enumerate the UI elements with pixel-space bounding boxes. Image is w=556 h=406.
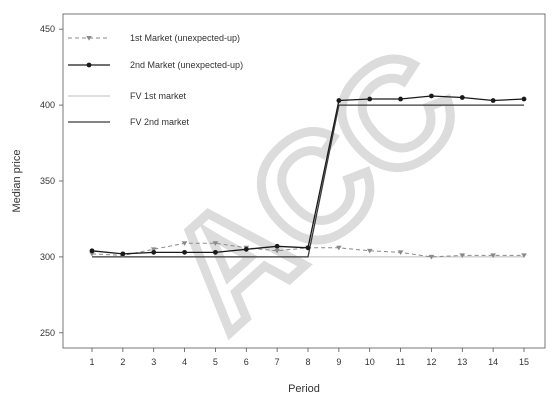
legend-item: 1st Market (unexpected-up) [68,33,240,43]
y-tick-label: 250 [40,328,55,338]
data-point [490,253,496,258]
data-point [336,98,342,103]
data-point [274,248,280,254]
data-point [182,249,187,255]
data-point [490,98,496,103]
legend-label: FV 2nd market [130,117,190,127]
x-tick-label: 2 [120,357,125,367]
data-point [459,95,465,100]
data-point [336,245,342,251]
x-tick-label: 4 [182,357,187,367]
data-point [305,245,311,251]
data-point [521,96,527,102]
x-tick-label: 7 [275,357,280,367]
legend: 1st Market (unexpected-up) 2nd Market (un… [68,33,243,127]
data-point [366,248,373,254]
data-point [398,96,403,102]
data-point [120,251,126,257]
x-tick-label: 5 [213,357,218,367]
x-tick-label: 1 [89,357,94,367]
data-point [89,251,95,257]
data-point [367,96,373,102]
data-point [213,249,218,255]
data-point [397,250,404,255]
legend-label: 2nd Market (unexpected-up) [130,60,243,70]
legend-item: FV 1st market [68,91,187,101]
legend-item: 2nd Market (unexpected-up) [68,60,243,70]
legend-label: 1st Market (unexpected-up) [130,33,240,43]
legend-item: FV 2nd market [68,117,190,127]
legend-label: FV 1st market [130,91,187,101]
data-point [428,254,435,260]
series-2 [89,93,527,257]
x-tick-label: 13 [457,357,467,367]
x-tick-label: 10 [365,357,375,367]
x-tick-label: 15 [519,357,529,367]
y-tick-label: 300 [40,252,55,262]
data-point [86,36,92,41]
y-axis-title: Median price [11,150,23,213]
data-point [151,249,157,255]
x-axis-title: Period [288,383,320,395]
data-point [459,253,466,258]
data-point [86,62,92,68]
x-tick-label: 6 [244,357,249,367]
y-tick-label: 350 [40,176,55,186]
y-tick-label: 400 [40,100,55,110]
x-tick-label: 12 [426,357,436,367]
y-tick-label: 450 [40,24,55,34]
x-tick-label: 14 [488,357,498,367]
data-point [150,247,157,252]
series-line [92,104,524,258]
data-point [429,93,434,99]
data-point [274,243,280,249]
x-tick-label: 9 [336,357,341,367]
data-point [181,241,188,246]
x-tick-label: 11 [396,357,405,367]
x-tick-label: 3 [151,357,156,367]
data-point [212,241,219,246]
data-point [89,248,95,254]
data-point [521,253,527,258]
x-tick-label: 8 [305,357,310,367]
data-point [243,246,249,252]
series-4 [92,104,524,258]
